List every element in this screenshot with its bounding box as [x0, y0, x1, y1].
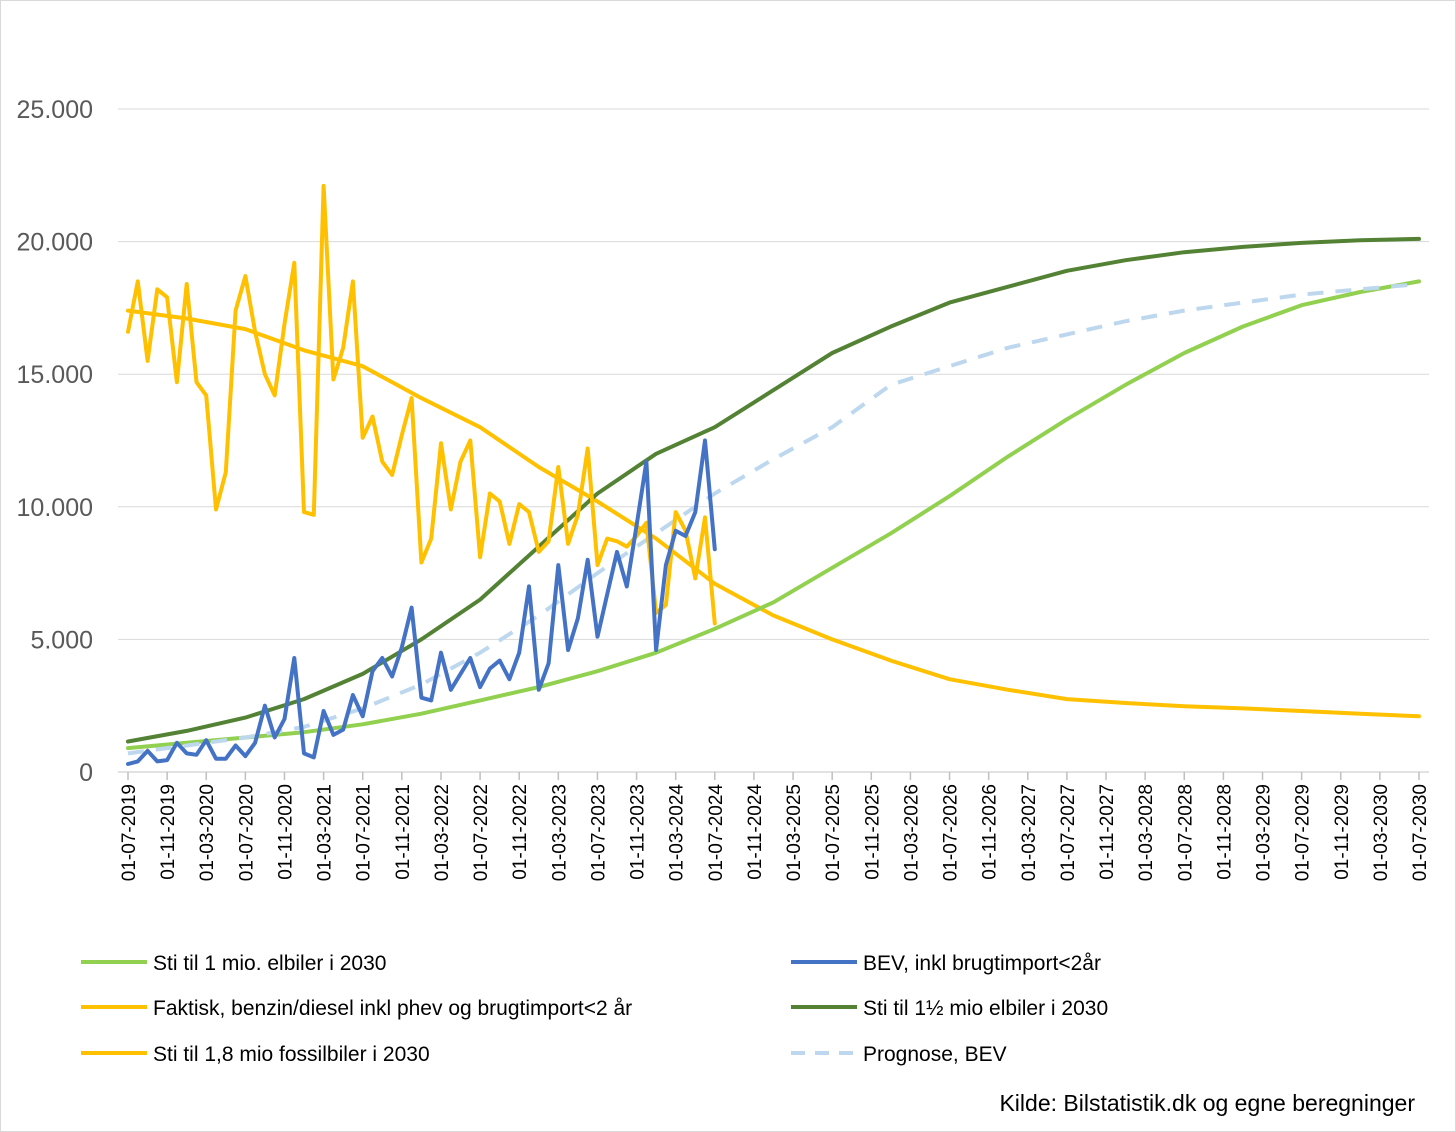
x-tick-label: 01-07-2021: [354, 784, 375, 881]
x-tick-label: 01-03-2020: [197, 784, 218, 881]
series-line-4: [126, 308, 1421, 719]
x-tick-label: 01-03-2022: [432, 784, 453, 881]
y-tick-label: 5.000: [30, 626, 93, 654]
x-tick-label: 01-11-2019: [158, 784, 179, 880]
x-tick-label: 01-11-2029: [1332, 784, 1353, 880]
legend: Sti til 1 mio. elbiler i 2030 BEV, inkl b…: [81, 952, 1108, 1066]
legend-label: BEV, inkl brugtimport<2år: [863, 952, 1101, 975]
x-tick-label: 01-03-2029: [1254, 784, 1275, 881]
series-line-0: [126, 279, 1421, 751]
x-tick-label: 01-11-2022: [510, 784, 531, 880]
x-tick-label: 01-11-2025: [862, 784, 883, 880]
series-lines: [126, 183, 1421, 766]
x-tick-label: 01-03-2023: [549, 784, 570, 881]
x-tick-label: 01-11-2024: [745, 784, 766, 880]
x-tick-label: 01-11-2028: [1214, 784, 1235, 880]
y-tick-label: 10.000: [17, 494, 93, 522]
x-tick-label: 01-07-2026: [941, 784, 962, 881]
source-caption: Kilde: Bilstatistik.dk og egne beregning…: [999, 1090, 1415, 1116]
series-line-2: [126, 183, 717, 626]
gridlines: [118, 108, 1429, 640]
legend-label: Sti til 1 mio. elbiler i 2030: [153, 952, 386, 975]
y-axis: 0 5.000 10.000 15.000 20.000 25.000: [17, 96, 93, 787]
y-tick-label: 0: [79, 759, 93, 787]
x-tick-label: 01-07-2019: [119, 784, 140, 881]
x-tick-label: 01-11-2021: [393, 784, 414, 880]
x-tick-label: 01-03-2028: [1136, 784, 1157, 881]
x-tick-label: 01-03-2030: [1371, 784, 1392, 881]
x-tick-label: 01-11-2020: [275, 784, 296, 880]
x-tick-label: 01-07-2020: [236, 784, 257, 881]
x-tick-label: 01-11-2027: [1097, 784, 1118, 880]
x-tick-label: 01-11-2023: [628, 784, 649, 880]
legend-label: Prognose, BEV: [863, 1043, 1007, 1066]
x-tick-label: 01-07-2028: [1175, 784, 1196, 881]
x-tick-label: 01-07-2022: [471, 784, 492, 881]
x-tick-label: 01-07-2024: [706, 784, 727, 882]
x-axis: 01-07-2019 01-11-2019 01-03-2020 01-07-2020…: [118, 771, 1431, 882]
legend-label: Faktisk, benzin/diesel inkl phev og brug…: [153, 997, 632, 1020]
series-line-1: [126, 438, 717, 766]
y-tick-label: 15.000: [17, 361, 93, 389]
x-tick-label: 01-03-2021: [315, 784, 336, 881]
legend-label: Sti til 1½ mio elbiler i 2030: [863, 997, 1108, 1020]
x-tick-label: 01-07-2025: [823, 784, 844, 881]
legend-label: Sti til 1,8 mio fossilbiler i 2030: [153, 1043, 430, 1066]
y-tick-label: 25.000: [17, 96, 93, 124]
x-tick-label: 01-07-2029: [1293, 784, 1314, 881]
x-tick-label: 01-03-2025: [784, 784, 805, 881]
x-tick-label: 01-03-2024: [667, 784, 688, 882]
x-tick-label: 01-07-2027: [1058, 784, 1079, 881]
x-tick-label: 01-03-2027: [1019, 784, 1040, 881]
y-tick-label: 20.000: [17, 229, 93, 257]
x-tick-label: 01-07-2030: [1410, 784, 1431, 881]
x-tick-label: 01-03-2026: [901, 784, 922, 881]
x-tick-label: 01-11-2026: [980, 784, 1001, 880]
x-tick-label: 01-07-2023: [588, 784, 609, 881]
series-line-3: [126, 236, 1421, 744]
series-line-5: [127, 282, 1420, 756]
